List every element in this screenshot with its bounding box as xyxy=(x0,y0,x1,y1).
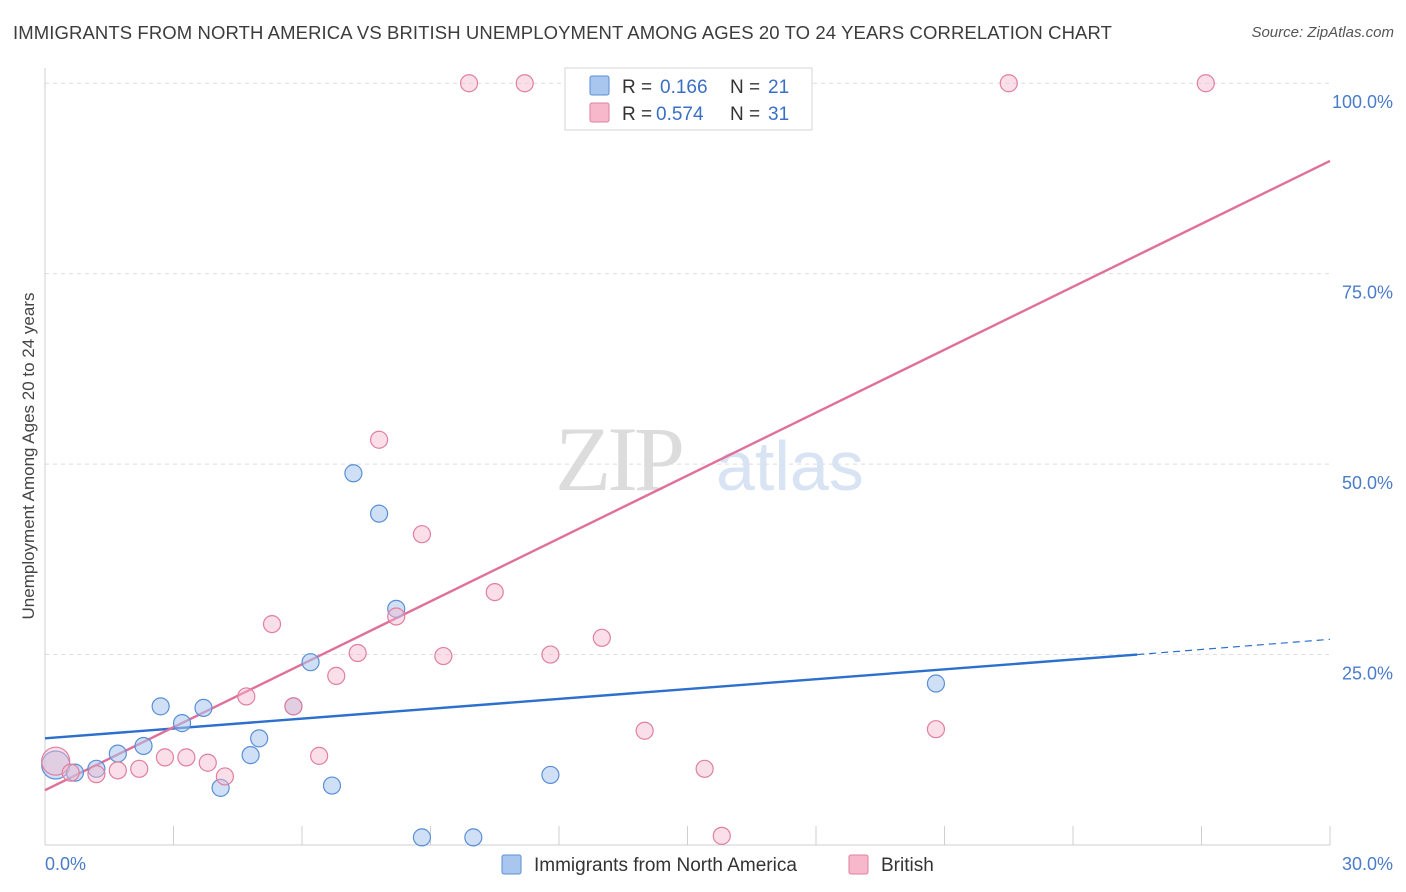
watermark-atlas: atlas xyxy=(716,427,864,505)
watermark-zip: ZIP xyxy=(555,408,682,510)
point-british xyxy=(198,753,217,772)
x-tick-label-min: 0.0% xyxy=(45,854,86,874)
point-north-america xyxy=(151,697,170,716)
legend-swatch-north-america xyxy=(589,75,610,96)
point-british xyxy=(215,767,234,786)
legend-n-label: N = xyxy=(730,104,760,125)
legend-n-label: N = xyxy=(730,77,760,98)
point-north-america xyxy=(65,763,85,782)
trend-layer xyxy=(44,159,1331,792)
point-british xyxy=(177,748,196,767)
point-north-america xyxy=(926,674,946,693)
bottom-legend-swatch-north-america xyxy=(501,854,522,875)
legend-r-value: 0.574 xyxy=(656,104,704,125)
point-british xyxy=(61,763,80,782)
x-tick-label-max: 30.0% xyxy=(1342,854,1393,874)
grid-layer xyxy=(45,82,1330,656)
point-british xyxy=(284,697,303,716)
point-north-america xyxy=(412,828,432,847)
point-british xyxy=(412,525,432,544)
legend-n-value: 21 xyxy=(768,77,789,98)
point-british xyxy=(348,643,367,663)
point-british xyxy=(155,748,175,767)
point-north-america xyxy=(370,504,389,523)
point-north-america xyxy=(87,759,106,778)
point-north-america xyxy=(464,828,483,847)
watermark: ZIP atlas xyxy=(555,408,864,510)
point-north-america xyxy=(172,714,192,733)
points-layer xyxy=(41,74,1215,847)
point-british xyxy=(999,74,1018,93)
legend-r-label: R = xyxy=(622,104,652,125)
point-north-america xyxy=(108,744,127,763)
chart-title: IMMIGRANTS FROM NORTH AMERICA VS BRITISH… xyxy=(13,22,1113,43)
point-british xyxy=(41,746,71,776)
point-british xyxy=(108,761,127,780)
legend-swatch-british xyxy=(589,102,610,123)
legend-r-label: R = xyxy=(622,77,652,98)
point-british xyxy=(926,720,946,739)
legend-row-north-america: R = 0.166 N = 21 xyxy=(589,75,789,98)
legend: R = 0.166 N = 21 R = 0.574 N = 31 xyxy=(564,67,813,131)
point-british xyxy=(434,646,453,666)
point-north-america xyxy=(301,653,320,672)
point-british xyxy=(635,721,654,740)
point-british xyxy=(515,74,534,93)
legend-row-british: R = 0.574 N = 31 xyxy=(589,102,789,125)
bottom-legend-label-north-america: Immigrants from North America xyxy=(534,855,797,876)
point-british xyxy=(485,582,504,602)
point-british xyxy=(1196,74,1215,93)
y-tick-label: 75.0% xyxy=(1342,283,1393,303)
point-north-america xyxy=(241,746,260,765)
y-tick-label: 25.0% xyxy=(1342,664,1393,684)
chart-source: Source: ZipAtlas.com xyxy=(1251,24,1394,41)
point-british xyxy=(262,614,282,634)
bottom-legend-swatch-british xyxy=(848,854,869,875)
point-british xyxy=(237,687,256,706)
point-north-america xyxy=(387,599,406,618)
point-north-america xyxy=(541,765,560,785)
axis-layer: 25.0% 50.0% 75.0% 100.0% 0.0% 30.0% xyxy=(44,68,1393,874)
point-british xyxy=(592,628,611,647)
y-axis-label: Unemployment Among Ages 20 to 24 years xyxy=(19,293,38,620)
point-north-america xyxy=(250,729,269,748)
point-north-america xyxy=(194,698,213,717)
point-british xyxy=(87,765,106,784)
bottom-legend-label-british: British xyxy=(881,855,934,876)
point-british xyxy=(712,826,731,845)
bottom-legend: Immigrants from North America British xyxy=(501,854,934,876)
trendline-north-america-extension xyxy=(1137,638,1331,656)
point-british xyxy=(459,74,479,93)
trendline-british xyxy=(44,159,1331,792)
point-north-america xyxy=(322,776,342,795)
legend-r-value: 0.166 xyxy=(660,77,708,98)
point-british xyxy=(130,759,149,778)
point-north-america xyxy=(211,778,230,797)
point-british xyxy=(310,746,329,765)
y-tick-label: 50.0% xyxy=(1342,473,1393,493)
legend-n-value: 31 xyxy=(768,104,789,125)
point-british xyxy=(327,666,346,685)
point-north-america xyxy=(344,464,363,483)
point-north-america xyxy=(134,736,153,756)
point-british xyxy=(541,645,560,664)
y-tick-label: 100.0% xyxy=(1332,92,1393,112)
trendline-north-america xyxy=(44,653,1138,740)
point-british xyxy=(370,430,389,449)
point-british xyxy=(695,759,714,778)
point-british xyxy=(387,607,406,626)
